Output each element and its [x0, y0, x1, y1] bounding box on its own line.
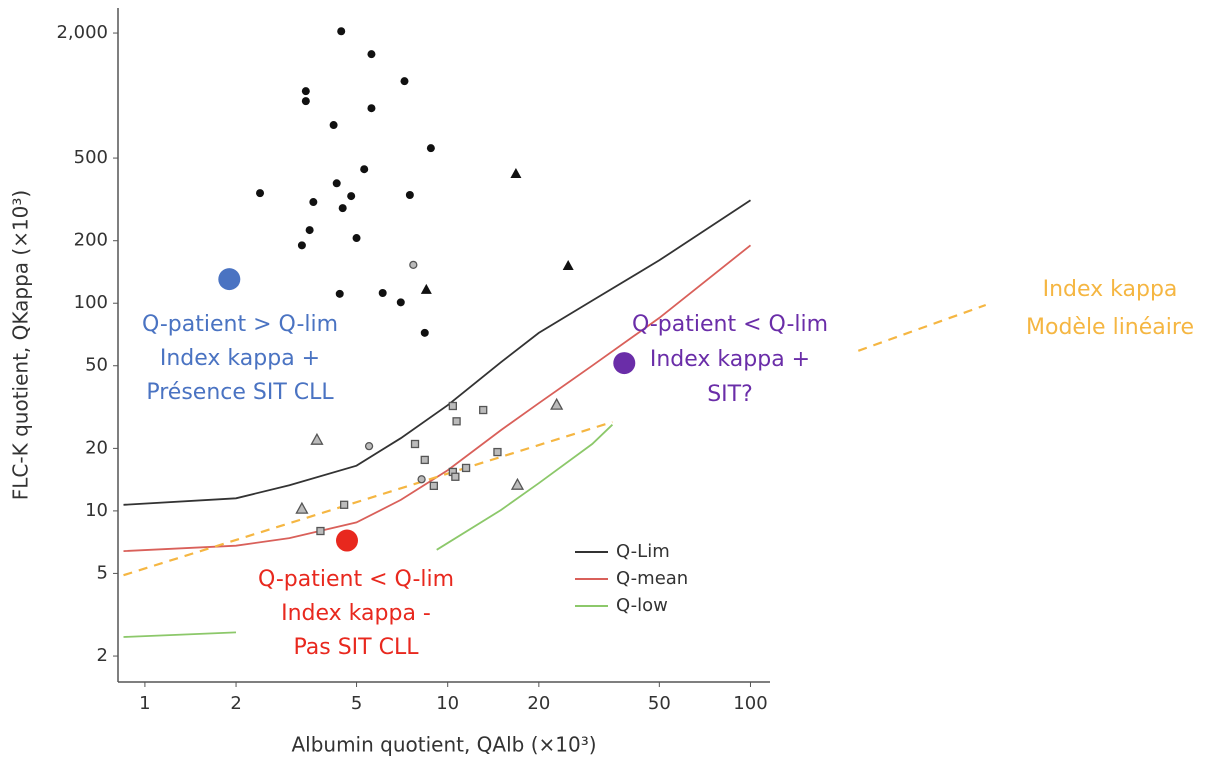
annotation: Index kappa: [1043, 277, 1178, 302]
point: [316, 526, 325, 536]
point: [347, 192, 356, 201]
point: [510, 477, 525, 490]
point: [420, 455, 429, 465]
curve: [123, 424, 614, 638]
curve: [123, 244, 752, 552]
point: [493, 447, 502, 457]
x-axis-label: Albumin quotient, QAlb (×10³): [291, 733, 596, 757]
point: [364, 442, 374, 451]
y-tick-label: 500: [74, 147, 108, 168]
y-axis-label: FLC-K quotient, QKappa (×10³): [9, 190, 33, 500]
highlight-point: [335, 529, 358, 552]
point: [329, 121, 338, 130]
point: [550, 397, 564, 410]
y-tick-label: 10: [85, 500, 108, 521]
x-tick-label: 50: [648, 693, 671, 714]
y-tick-label: 2,000: [56, 22, 108, 43]
point: [426, 144, 435, 153]
point: [335, 289, 344, 298]
highlight-point: [613, 352, 636, 375]
x-tick-label: 5: [351, 693, 362, 714]
x-tick-label: 2: [230, 693, 241, 714]
point: [332, 179, 341, 188]
point: [339, 500, 349, 509]
point: [396, 298, 405, 307]
curve: [123, 303, 987, 577]
x-tick-label: 100: [733, 693, 767, 714]
point: [301, 87, 310, 96]
point: [420, 328, 429, 337]
point: [448, 401, 457, 411]
point: [360, 165, 369, 174]
y-tick-label: 200: [74, 230, 108, 251]
point: [452, 417, 461, 426]
point: [305, 226, 314, 235]
point: [429, 481, 438, 491]
point: [297, 241, 306, 250]
annotation: Présence SIT CLL: [146, 380, 334, 405]
y-tick-label: 2: [97, 645, 108, 666]
point: [367, 50, 376, 59]
point: [309, 198, 318, 207]
point: [479, 405, 488, 415]
point: [367, 104, 376, 113]
annotation: Q-patient < Q-lim: [258, 567, 454, 592]
x-tick-label: 1: [139, 693, 150, 714]
point: [301, 97, 310, 106]
point: [352, 234, 361, 243]
annotation: Index kappa -: [281, 601, 431, 626]
point: [400, 77, 409, 86]
point: [337, 27, 346, 36]
point: [417, 475, 426, 484]
point: [410, 439, 420, 449]
annotation: SIT?: [707, 382, 753, 407]
point: [338, 204, 347, 213]
point: [409, 260, 418, 270]
point: [295, 501, 309, 514]
point: [461, 463, 471, 473]
point: [405, 191, 414, 200]
annotation: Q-patient < Q-lim: [632, 312, 828, 337]
point: [562, 260, 574, 271]
point: [451, 472, 460, 481]
annotation: Index kappa +: [650, 347, 810, 372]
legend-label: Q-Lim: [616, 541, 670, 562]
point: [420, 283, 432, 294]
annotation: Index kappa +: [160, 346, 320, 371]
legend-label: Q-mean: [616, 568, 688, 589]
y-tick-label: 20: [85, 437, 108, 458]
y-tick-label: 5: [97, 562, 108, 583]
annotation: Q-patient > Q-lim: [142, 312, 338, 337]
legend-label: Q-low: [616, 595, 668, 616]
curve: [123, 199, 751, 506]
y-tick-label: 100: [74, 292, 108, 313]
point: [378, 289, 387, 298]
x-tick-label: 20: [527, 693, 550, 714]
x-tick-label: 10: [436, 693, 459, 714]
point: [510, 168, 522, 179]
point: [256, 189, 265, 198]
y-tick-label: 50: [85, 355, 108, 376]
annotation: Pas SIT CLL: [294, 635, 420, 660]
point: [310, 432, 324, 445]
annotation: Modèle linéaire: [1026, 315, 1194, 340]
highlight-point: [218, 268, 241, 291]
